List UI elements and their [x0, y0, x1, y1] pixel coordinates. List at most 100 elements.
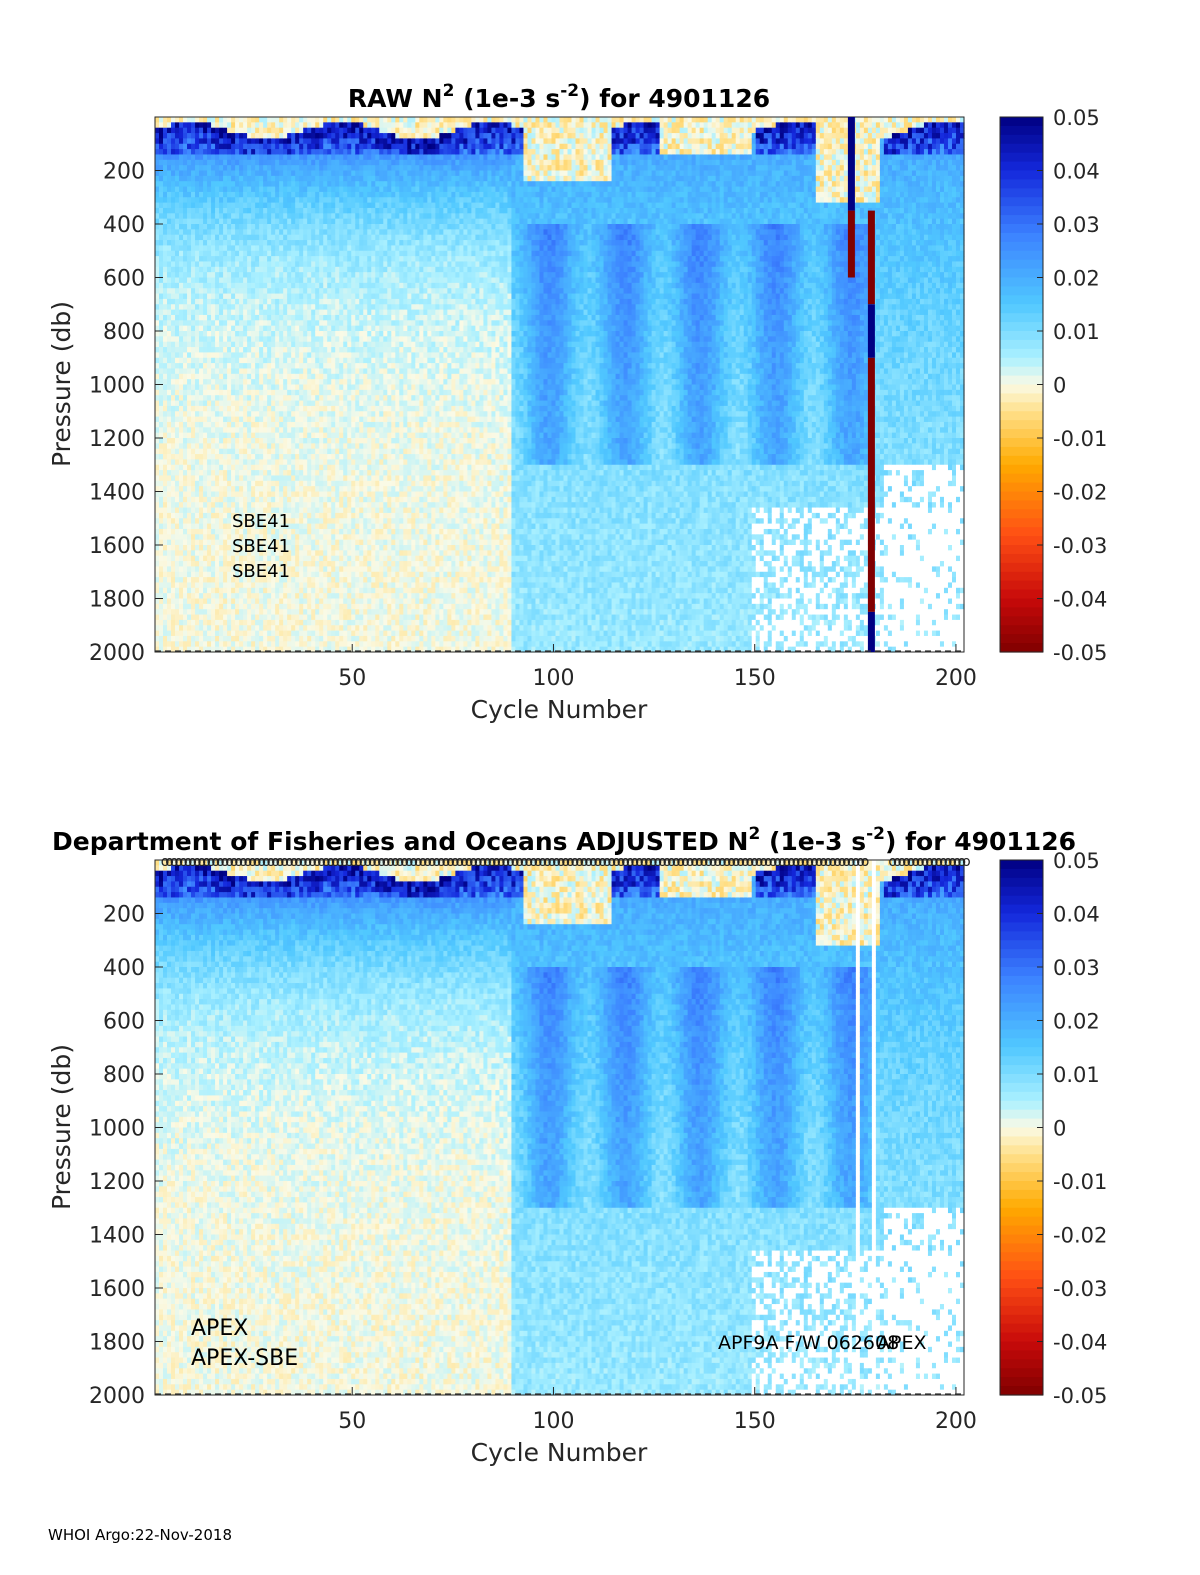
colorbar-swatch — [1000, 456, 1043, 466]
colorbar-swatch — [1000, 1217, 1043, 1227]
colorbar-swatch — [1000, 286, 1043, 296]
colorbar-swatch — [1000, 1163, 1043, 1173]
colorbar-swatch — [1000, 985, 1043, 995]
colorbar-swatch — [1000, 1368, 1043, 1378]
raw-sensor-label-3: SBE41 — [232, 561, 290, 582]
colorbar-swatch — [1000, 1288, 1043, 1298]
colorbar-swatch — [1000, 215, 1043, 225]
adjusted-platform-label-2: APEX-SBE — [191, 1346, 298, 1371]
bad-stripe — [868, 358, 875, 612]
colorbar-swatch — [1000, 967, 1043, 977]
colorbar-tick-label: 0.04 — [1053, 903, 1100, 927]
colorbar-tick-label: -0.03 — [1053, 1277, 1107, 1301]
colorbar-swatch — [1000, 878, 1043, 888]
colorbar-swatch — [1000, 643, 1043, 653]
colorbar-swatch — [1000, 144, 1043, 154]
colorbar-swatch — [1000, 1056, 1043, 1066]
colorbar-swatch — [1000, 1083, 1043, 1093]
colorbar-tick-label: 0 — [1053, 1117, 1066, 1141]
colorbar-swatch — [1000, 625, 1043, 635]
colorbar-swatch — [1000, 922, 1043, 932]
colorbar-swatch — [1000, 135, 1043, 145]
y-tick-label: 200 — [103, 160, 145, 185]
colorbar-swatch — [1000, 1243, 1043, 1253]
raw-sensor-label-1: SBE41 — [232, 511, 290, 532]
colorbar-swatch — [1000, 1110, 1043, 1120]
colorbar-swatch — [1000, 994, 1043, 1004]
colorbar-swatch — [1000, 349, 1043, 359]
x-tick-label: 50 — [338, 1409, 366, 1434]
raw-chart-title: RAW N2 (1e-3 s-2) for 4901126 — [348, 81, 770, 113]
colorbar-swatch — [1000, 117, 1043, 127]
colorbar-swatch — [1000, 1136, 1043, 1146]
colorbar-tick-label: -0.04 — [1053, 588, 1107, 612]
colorbar-swatch — [1000, 153, 1043, 163]
colorbar-swatch — [1000, 1172, 1043, 1182]
colorbar-swatch — [1000, 242, 1043, 252]
colorbar-swatch — [1000, 1092, 1043, 1102]
colorbar-swatch — [1000, 1333, 1043, 1343]
adjusted-platform-label-1: APEX — [191, 1316, 248, 1341]
colorbar-swatch — [1000, 976, 1043, 986]
colorbar-swatch — [1000, 1119, 1043, 1129]
colorbar-swatch — [1000, 590, 1043, 600]
x-tick-label: 100 — [532, 1409, 574, 1434]
x-tick-label: 200 — [935, 1409, 977, 1434]
bad-stripe — [868, 612, 875, 652]
colorbar-swatch — [1000, 545, 1043, 555]
y-tick-label: 1200 — [89, 1170, 145, 1195]
colorbar-swatch — [1000, 465, 1043, 475]
raw-x-axis-label: Cycle Number — [471, 695, 648, 724]
colorbar-swatch — [1000, 931, 1043, 941]
colorbar-swatch — [1000, 869, 1043, 879]
colorbar-swatch — [1000, 402, 1043, 412]
figure: RAW N2 (1e-3 s-2) for 4901126 50 100 150 20… — [0, 0, 1200, 1575]
colorbar-swatch — [1000, 420, 1043, 430]
colorbar-tick-label: 0.01 — [1053, 320, 1100, 344]
y-tick-label: 2000 — [89, 1384, 145, 1409]
colorbar-swatch — [1000, 1342, 1043, 1352]
colorbar-swatch — [1000, 438, 1043, 448]
colorbar-tick-label: 0.02 — [1053, 1010, 1100, 1034]
colorbar-swatch — [1000, 1154, 1043, 1164]
colorbar-swatch — [1000, 581, 1043, 591]
colorbar-swatch — [1000, 1297, 1043, 1307]
colorbar-swatch — [1000, 509, 1043, 519]
colorbar-swatch — [1000, 616, 1043, 626]
colorbar-swatch — [1000, 554, 1043, 564]
adjusted-platform-label-3: APEX — [877, 1332, 926, 1354]
colorbar-swatch — [1000, 940, 1043, 950]
x-tick-label: 100 — [532, 666, 574, 691]
colorbar-swatch — [1000, 518, 1043, 528]
colorbar-swatch — [1000, 1270, 1043, 1280]
colorbar-swatch — [1000, 1199, 1043, 1209]
adjusted-n2-panel: Department of Fisheries and Oceans ADJUS… — [47, 824, 1107, 1467]
colorbar-swatch — [1000, 295, 1043, 305]
colorbar-swatch — [1000, 1074, 1043, 1084]
colorbar-swatch — [1000, 563, 1043, 573]
colorbar-tick-label: -0.01 — [1053, 1170, 1107, 1194]
colorbar-swatch — [1000, 171, 1043, 181]
colorbar-tick-label: 0.05 — [1053, 849, 1100, 873]
colorbar-swatch — [1000, 500, 1043, 510]
colorbar-swatch — [1000, 599, 1043, 609]
qc-flag-marker: o — [861, 854, 870, 870]
colorbar-tick-label: -0.03 — [1053, 534, 1107, 558]
colorbar-swatch — [1000, 1065, 1043, 1075]
y-tick-label: 1600 — [89, 1277, 145, 1302]
colorbar-swatch — [1000, 634, 1043, 644]
colorbar-swatch — [1000, 1279, 1043, 1289]
colorbar-tick-label: 0.03 — [1053, 213, 1100, 237]
y-tick-label: 800 — [103, 320, 145, 345]
raw-sensor-label-2: SBE41 — [232, 536, 290, 557]
adjusted-x-axis-label: Cycle Number — [471, 1438, 648, 1467]
y-tick-label: 1400 — [89, 481, 145, 506]
colorbar-swatch — [1000, 1359, 1043, 1369]
colorbar-swatch — [1000, 914, 1043, 924]
adjusted-firmware-label: APF9A F/W 062608 — [718, 1332, 899, 1354]
colorbar-swatch — [1000, 251, 1043, 261]
colorbar-tick-label: 0.05 — [1053, 106, 1100, 130]
colorbar-swatch — [1000, 162, 1043, 172]
colorbar-swatch — [1000, 224, 1043, 234]
